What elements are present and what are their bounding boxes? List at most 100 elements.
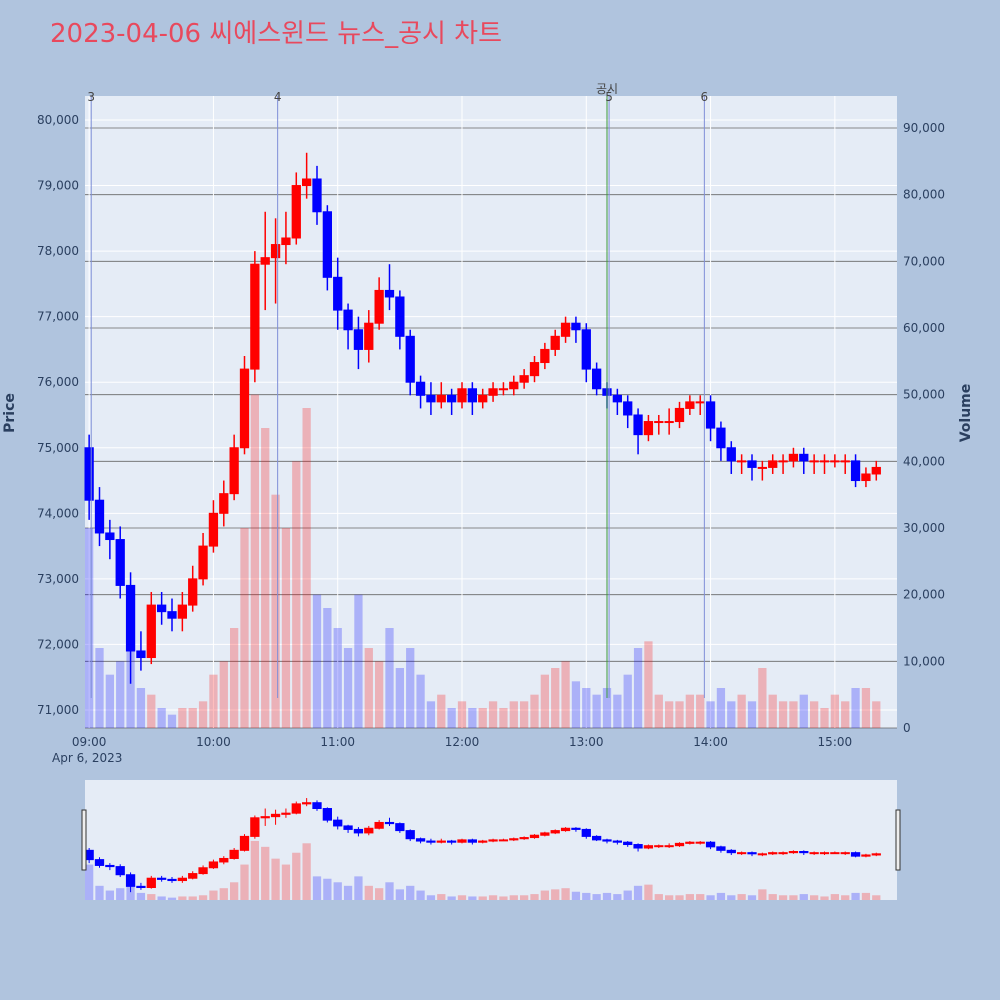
mini-volume-bar [644,884,653,900]
mini-candle-body [208,861,219,869]
volume-bar [354,594,363,728]
volume-bar [198,701,208,728]
mini-candle-body [260,816,270,819]
candle-body [705,401,716,429]
mini-candle-body [509,838,519,841]
mini-volume-bar [136,892,146,900]
volume-bar [281,528,291,728]
volume-bar [768,694,777,728]
volume-bar [747,701,757,728]
volume-bar [613,694,622,728]
mini-volume-bar [364,885,373,900]
candle-body [467,388,478,403]
candle-body [654,421,664,424]
x-tick-label: 09:00 [72,735,107,749]
mini-volume-bar [209,890,218,900]
mini-volume-bar [447,896,456,900]
volume-bar [696,694,705,728]
candle-body [840,460,850,463]
mini-candle-body [850,852,861,857]
mini-volume-bar [520,895,529,900]
candle-body [208,512,219,547]
candle-body [343,309,353,331]
volume-bar [116,661,125,728]
x-tick-label: 14:00 [693,735,728,749]
mini-volume-bar [861,892,871,900]
candle-body [84,447,94,501]
candle-body [105,532,115,541]
mini-volume-bar [530,894,539,900]
mini-candle-body [405,830,415,840]
mini-candle-body [757,853,768,856]
candle-body [436,394,446,403]
volume-bar [343,648,353,728]
volume-bar [167,714,177,728]
mini-volume-bar [613,894,622,900]
slider-handle[interactable] [81,809,87,871]
volume-bar [810,701,819,728]
candle-body [94,499,105,534]
mini-candle-body [415,838,426,842]
candle-body [250,263,260,370]
annotation-label: 6 [701,90,709,104]
candle-body [850,460,861,482]
mini-volume-bar [261,846,270,900]
y-tick-label: 79,000 [37,179,79,193]
volume-bar [302,408,311,728]
candle-body [157,604,167,613]
mini-candle-body [560,827,571,832]
volume-bar [426,701,436,728]
volume-bar [561,661,570,728]
volume-bar [105,674,114,728]
mini-volume-bar [406,885,415,900]
mini-candle-body [281,812,291,815]
mini-candle-body [488,839,498,842]
mini-volume-bar [240,864,249,900]
volume-bar [416,674,425,728]
volume-bar [261,428,270,728]
mini-volume-bar [696,894,705,900]
candle-body [353,329,364,350]
mini-candle-body [695,841,705,844]
mini-volume-bar [706,895,715,900]
mini-volume-bar [665,895,674,900]
mini-candle-body [643,845,654,849]
mini-candle-body [136,885,146,889]
candle-body [395,296,405,337]
mini-candle-body [623,841,633,846]
annotation-label: 공시 [596,82,618,96]
mini-volume-bar [851,892,860,900]
mini-candle-body [726,849,736,854]
mini-volume-bar [571,891,581,900]
mini-volume-bar [178,896,187,900]
volume-bar [737,694,746,728]
candle-body [716,427,726,449]
candle-body [612,394,623,403]
volume-bar [861,688,871,728]
mini-candle-body [384,821,395,825]
volume-bar [364,648,373,728]
mini-volume-bar [457,895,467,900]
candle-body [757,466,768,469]
x-tick-label: 13:00 [569,735,604,749]
mini-volume-bar [540,890,549,900]
candle-body [550,335,560,350]
candle-body [519,375,529,383]
mini-candle-body [229,849,239,859]
mini-volume-bar [468,896,477,900]
chart-title: 2023-04-06 씨에스윈드 뉴스_공시 차트 [50,19,502,49]
volume-bar [633,648,643,728]
candle-body [498,388,509,391]
candle-body [146,604,156,659]
volume-bar [178,708,187,728]
candle-body [270,244,281,259]
mini-candle-body [457,839,467,843]
annotation-label: 4 [274,90,282,104]
volume-bar [395,668,404,728]
mini-candle-body [125,874,136,887]
volume-bar [520,701,529,728]
slider-handle[interactable] [895,809,901,871]
candle-body [415,381,426,396]
volume-bar [147,694,156,728]
mini-candle-body [778,852,788,855]
